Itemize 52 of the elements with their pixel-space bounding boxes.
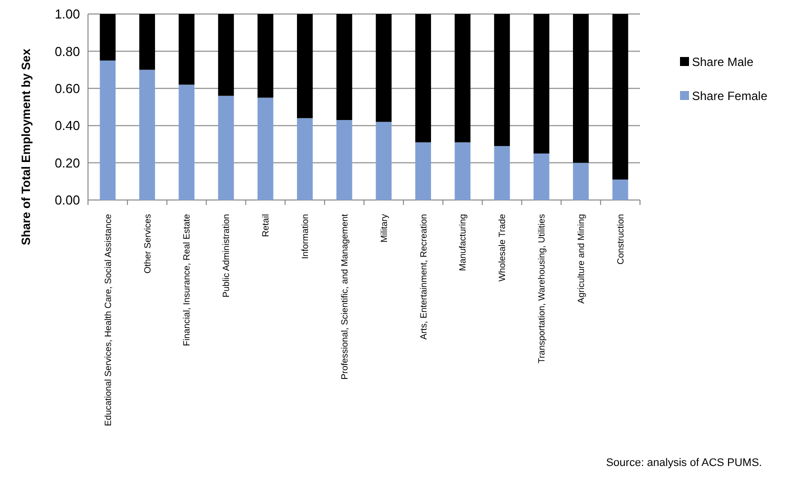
bar xyxy=(336,120,352,200)
bar xyxy=(572,14,589,163)
bar xyxy=(415,142,432,200)
x-tick-label: Information xyxy=(300,214,310,260)
bar xyxy=(572,162,589,200)
bar xyxy=(612,14,628,180)
legend-label: Share Female xyxy=(692,89,768,104)
bar xyxy=(139,14,156,70)
bar xyxy=(494,14,510,146)
legend-label: Share Male xyxy=(692,55,754,70)
bar xyxy=(454,142,470,200)
bar xyxy=(139,70,156,200)
y-tick-label: 0.60 xyxy=(54,80,80,96)
x-tick-label: Professional, Scientific, and Management xyxy=(339,214,350,380)
x-tick-label: Military xyxy=(378,214,389,242)
x-tick-label: Other Services xyxy=(142,214,152,274)
x-tick-label: Public Administration xyxy=(221,214,232,298)
bar xyxy=(296,118,313,200)
bar xyxy=(178,14,194,85)
bar xyxy=(296,14,313,118)
bar xyxy=(376,122,392,200)
x-tick-label: Financial, Insurance, Real Estate xyxy=(182,214,192,346)
x-tick-label: Agriculture and Mining xyxy=(576,214,586,304)
bar xyxy=(612,180,628,200)
x-tick-label: Retail xyxy=(260,214,271,238)
bar xyxy=(376,14,392,122)
bar xyxy=(336,14,352,120)
bar xyxy=(100,60,116,200)
bar xyxy=(415,14,432,142)
y-tick-label: 0.80 xyxy=(54,44,80,59)
bar xyxy=(534,14,550,154)
y-tick-label: 0.00 xyxy=(54,192,80,208)
bar xyxy=(534,154,550,200)
bar xyxy=(258,98,274,200)
bar xyxy=(454,14,470,142)
source-note: Source: analysis of ACS PUMS. xyxy=(606,457,762,469)
y-tick-label: 0.40 xyxy=(54,118,80,134)
y-tick-label: 1.00 xyxy=(54,6,80,22)
bar xyxy=(100,14,116,60)
bar xyxy=(218,14,234,96)
x-tick-label: Manufacturing xyxy=(458,214,468,272)
y-axis-title: Share of Total Employment by Sex xyxy=(19,48,33,246)
x-tick-label: Arts, Entertainment, Recreation xyxy=(418,214,428,340)
y-tick-label: 0.20 xyxy=(54,155,80,170)
bar xyxy=(494,146,510,200)
x-tick-label: Wholesale Trade xyxy=(497,214,508,282)
bar xyxy=(258,14,274,98)
x-tick-label: Educational Services, Health Care, Social Assistance xyxy=(102,214,113,426)
x-tick-label: Construction xyxy=(615,214,626,265)
x-tick-label: Transportation, Warehousing, Utilities xyxy=(536,214,547,364)
bar xyxy=(178,84,194,200)
bar xyxy=(218,96,234,200)
